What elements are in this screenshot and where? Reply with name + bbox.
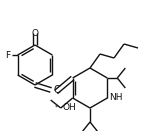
Text: F: F bbox=[6, 50, 11, 59]
Text: NH: NH bbox=[109, 94, 123, 102]
Text: *: * bbox=[55, 105, 58, 110]
Text: O: O bbox=[31, 29, 38, 38]
Text: C: C bbox=[54, 85, 61, 95]
Text: OH: OH bbox=[63, 103, 76, 112]
